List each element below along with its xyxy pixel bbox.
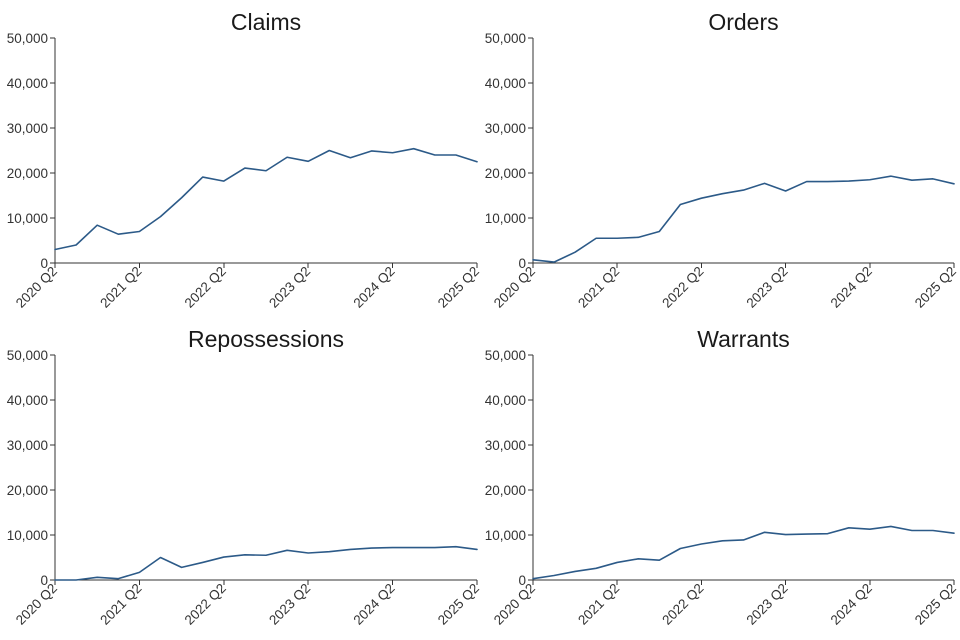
panel-repossessions: Repossessions 0 10,000 20,000 30,000 40,000 50… [7,326,482,628]
y-tick-label: 50,000 [7,348,48,363]
y-tick-label: 0 [518,573,526,588]
x-tick-label: 2025 Q2 [912,581,959,628]
x-tick-label: 2024 Q2 [828,264,875,311]
y-tick-label: 50,000 [485,31,526,46]
series-line-orders [532,175,955,263]
panel-title-orders: Orders [708,9,778,35]
y-tick-label: 20,000 [485,166,526,181]
y-tick-label: 20,000 [485,483,526,498]
y-tick-label: 40,000 [7,393,48,408]
y-tick-label: 20,000 [7,483,48,498]
series-line-claims [54,147,478,251]
x-tick-label: 2020 Q2 [491,581,538,628]
x-tick-label: 2023 Q2 [266,581,313,628]
panel-title-claims: Claims [231,9,301,35]
x-tick-label: 2025 Q2 [912,264,959,311]
y-tick-label: 10,000 [485,211,526,226]
y-tick-label: 30,000 [7,438,48,453]
x-tick-label: 2021 Q2 [575,581,622,628]
y-tick-label: 30,000 [7,121,48,136]
x-tick-label: 2022 Q2 [659,264,706,311]
x-tick-label: 2021 Q2 [575,264,622,311]
x-tick-label: 2024 Q2 [350,581,397,628]
panel-orders: Orders 0 10,000 20,000 30,000 40,000 50,000 202… [485,9,959,311]
x-tick-label: 2022 Q2 [659,581,706,628]
y-tick-label: 0 [40,256,48,271]
y-tick-label: 20,000 [7,166,48,181]
x-tick-label: 2020 Q2 [13,581,60,628]
x-tick-label: 2025 Q2 [435,264,482,311]
x-tick-label: 2025 Q2 [435,581,482,628]
y-tick-label: 0 [40,573,48,588]
x-tick-label: 2021 Q2 [97,581,144,628]
panel-title-warrants: Warrants [697,326,789,352]
x-tick-label: 2020 Q2 [491,264,538,311]
panel-title-repossessions: Repossessions [188,326,344,352]
y-tick-label: 50,000 [485,348,526,363]
y-tick-label: 10,000 [485,528,526,543]
x-tick-label: 2023 Q2 [266,264,313,311]
x-tick-label: 2024 Q2 [828,581,875,628]
panel-warrants: Warrants 0 10,000 20,000 30,000 40,000 50,000 2… [485,326,959,628]
x-tick-label: 2022 Q2 [182,264,229,311]
x-tick-label: 2020 Q2 [13,264,60,311]
y-tick-label: 10,000 [7,211,48,226]
y-tick-label: 40,000 [485,76,526,91]
x-tick-label: 2022 Q2 [182,581,229,628]
y-tick-label: 40,000 [485,393,526,408]
y-tick-label: 30,000 [485,438,526,453]
y-tick-label: 0 [518,256,526,271]
y-tick-label: 30,000 [485,121,526,136]
series-line-warrants [532,525,955,580]
y-tick-label: 10,000 [7,528,48,543]
x-tick-label: 2023 Q2 [743,581,790,628]
panel-claims: Claims 0 10,000 20,000 30,000 40,000 50,000 202… [7,9,482,311]
x-tick-label: 2024 Q2 [350,264,397,311]
y-tick-label: 40,000 [7,76,48,91]
x-tick-label: 2021 Q2 [97,264,144,311]
series-line-repossessions [54,545,478,581]
y-tick-label: 50,000 [7,31,48,46]
x-tick-label: 2023 Q2 [743,264,790,311]
